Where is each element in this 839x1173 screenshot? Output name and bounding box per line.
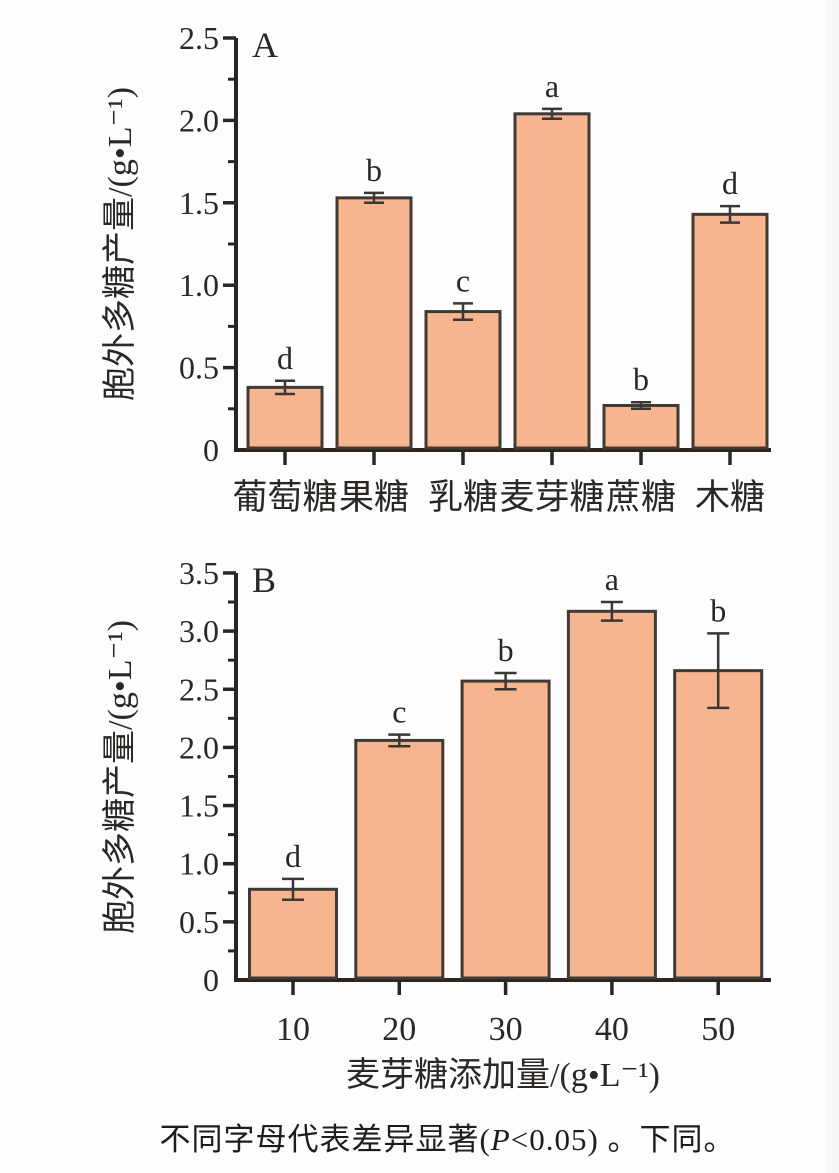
y-tick-label: 2.5 xyxy=(179,20,219,56)
bar xyxy=(248,887,338,980)
x-category-label: 木糖 xyxy=(695,478,765,517)
bar xyxy=(424,310,502,450)
x-axis-title: 麦芽糖添加量/(g•L⁻¹) xyxy=(346,1056,660,1094)
figure-caption: 不同字母代表差异显著(P<0.05) 。下同。 xyxy=(28,1098,839,1159)
bar xyxy=(513,112,591,450)
y-tick-label: 1.0 xyxy=(179,267,219,303)
significance-letter: d xyxy=(722,165,738,201)
chart-panel-b: 0 0.5 1.0 1.5 2.0 2.5 3.0 3.5 d 10 c 20 b 30 a 40 b 50 B 胞外… xyxy=(101,555,771,1094)
significance-letter: b xyxy=(498,632,514,668)
bar xyxy=(335,196,413,450)
y-tick-label: 0.5 xyxy=(179,904,219,940)
bar xyxy=(354,738,445,980)
x-category-label: 20 xyxy=(382,1011,416,1048)
x-category-label: 麦芽糖 xyxy=(499,478,604,517)
y-tick-label: 2.0 xyxy=(179,102,219,138)
y-axis-title: 胞外多糖产量/(g•L⁻¹) xyxy=(101,87,139,401)
y-axis-title: 胞外多糖产量/(g•L⁻¹) xyxy=(101,620,139,934)
x-category-label: 50 xyxy=(701,1011,735,1048)
caption-text-suffix: <0.05) 。下同。 xyxy=(510,1122,736,1157)
significance-letter: a xyxy=(605,561,619,597)
x-category-label: 葡萄糖 xyxy=(232,478,337,517)
x-category-label: 10 xyxy=(276,1011,310,1048)
y-tick-label: 3.0 xyxy=(179,613,219,649)
y-tick-label: 2.0 xyxy=(179,729,219,765)
y-tick-label: 1.5 xyxy=(179,185,219,221)
significance-letter: c xyxy=(392,694,406,730)
x-category-label: 果糖 xyxy=(339,478,409,517)
x-category-label: 蔗糖 xyxy=(606,478,676,517)
y-tick-label: 1.5 xyxy=(179,788,219,824)
bar xyxy=(673,669,764,980)
y-tick-label: 0 xyxy=(203,432,219,468)
caption-p-symbol: P xyxy=(490,1122,511,1157)
significance-letter: c xyxy=(456,262,470,298)
panel-letter: A xyxy=(252,25,278,65)
bar xyxy=(246,385,324,450)
y-tick-label: 2.5 xyxy=(179,671,219,707)
bar xyxy=(602,404,680,450)
significance-letter: d xyxy=(285,838,301,874)
chart-panel-a: 0 0.5 1.0 1.5 2.0 2.5 d 葡萄糖 b 果糖 c 乳糖 a 麦芽糖 b 蔗糖 d 木糖 A 胞外多… xyxy=(101,20,771,517)
y-tick-label: 0 xyxy=(203,962,219,998)
x-category-label: 30 xyxy=(489,1011,523,1048)
significance-letter: b xyxy=(710,592,726,628)
y-tick-label: 0.5 xyxy=(179,350,219,386)
y-tick-label: 3.5 xyxy=(179,555,219,591)
significance-letter: a xyxy=(545,68,559,104)
significance-letter: b xyxy=(633,361,649,397)
caption-text-prefix: 不同字母代表差异显著( xyxy=(159,1122,491,1157)
panel-letter: B xyxy=(252,560,276,600)
x-category-label: 乳糖 xyxy=(428,478,498,517)
bar xyxy=(691,212,769,450)
y-tick-label: 1.0 xyxy=(179,846,219,882)
significance-letter: b xyxy=(366,152,382,188)
bar xyxy=(566,609,657,980)
significance-letter: d xyxy=(277,340,293,376)
bar xyxy=(460,679,551,980)
x-category-label: 40 xyxy=(595,1011,629,1048)
